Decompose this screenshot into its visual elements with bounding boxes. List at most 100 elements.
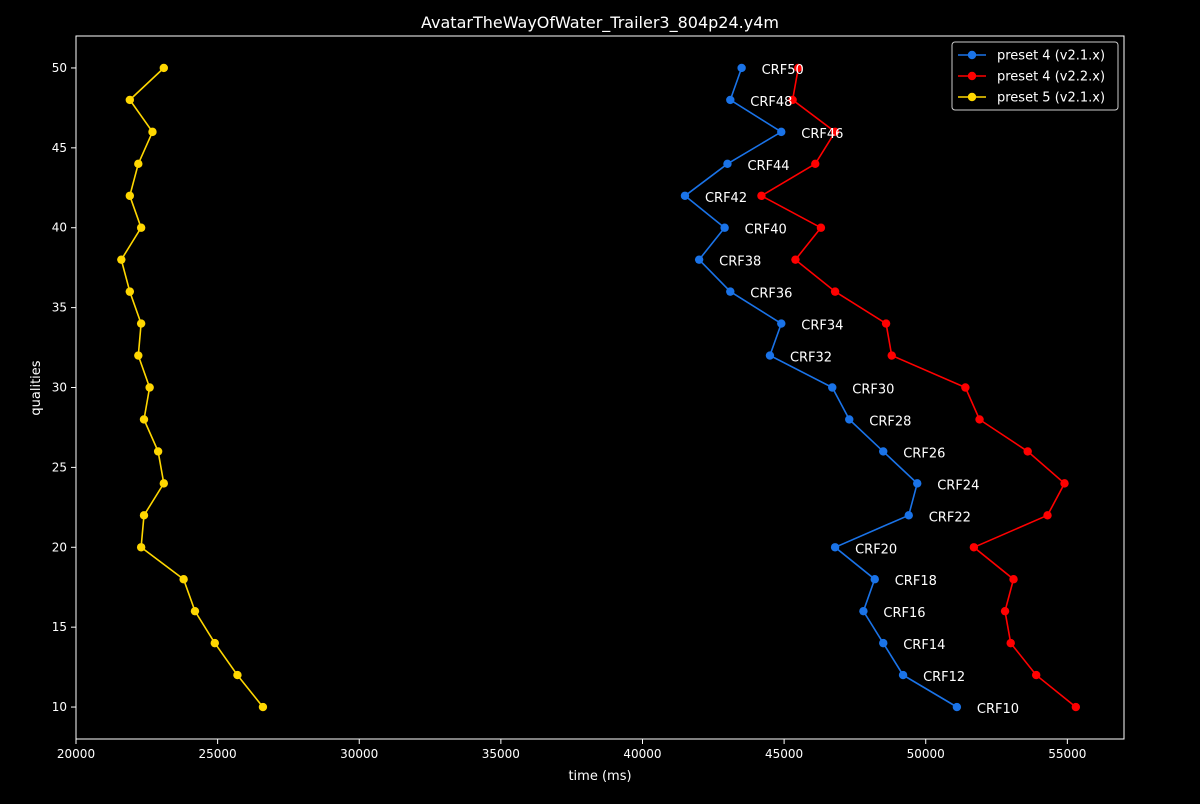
data-point xyxy=(233,670,242,680)
y-tick-label: 50 xyxy=(52,61,67,75)
data-point xyxy=(1000,606,1010,616)
data-point xyxy=(125,191,135,200)
data-point xyxy=(898,670,908,680)
y-tick-label: 30 xyxy=(52,381,67,395)
data-point xyxy=(1006,638,1015,648)
data-point xyxy=(887,351,896,360)
data-point xyxy=(757,191,766,200)
data-point xyxy=(788,95,797,105)
series-3 xyxy=(117,63,268,712)
x-tick-label: 25000 xyxy=(199,747,237,761)
point-label: CRF28 xyxy=(869,414,911,429)
data-point xyxy=(139,511,149,520)
point-label: CRF46 xyxy=(801,127,843,142)
x-tick-label: 55000 xyxy=(1048,747,1086,761)
point-label: CRF10 xyxy=(977,702,1019,717)
y-tick-label: 10 xyxy=(52,700,67,714)
data-point xyxy=(210,638,219,648)
data-point xyxy=(913,479,922,488)
point-label: CRF20 xyxy=(855,542,897,557)
data-point xyxy=(726,95,735,105)
data-point xyxy=(720,223,729,232)
data-point xyxy=(680,191,690,200)
y-tick-label: 20 xyxy=(52,540,67,554)
data-point xyxy=(117,255,126,264)
data-point xyxy=(125,95,135,105)
plot-area xyxy=(75,35,1125,740)
data-point xyxy=(136,319,146,328)
x-tick-label: 35000 xyxy=(482,747,520,761)
data-point xyxy=(136,543,146,552)
point-label: CRF12 xyxy=(923,670,965,685)
data-point xyxy=(830,287,840,296)
point-label: CRF34 xyxy=(801,319,843,334)
data-point xyxy=(726,287,735,296)
data-point xyxy=(737,63,746,73)
data-point xyxy=(153,447,163,456)
data-point xyxy=(136,223,146,232)
data-point xyxy=(159,63,169,73)
data-point xyxy=(1071,702,1081,712)
data-point xyxy=(777,127,786,137)
data-point xyxy=(694,255,704,264)
data-point xyxy=(1043,511,1052,520)
legend-label: preset 4 (v2.2.x) xyxy=(997,70,1105,85)
data-point xyxy=(794,63,803,73)
data-point xyxy=(125,287,135,296)
point-label: CRF16 xyxy=(883,606,925,621)
data-point xyxy=(845,415,854,424)
legend-label: preset 5 (v2.1.x) xyxy=(997,91,1105,106)
y-axis-label: qualities xyxy=(29,360,44,415)
point-label: CRF42 xyxy=(705,191,747,206)
point-label: CRF22 xyxy=(929,510,971,525)
data-point xyxy=(1023,447,1032,456)
y-tick-label: 25 xyxy=(52,460,67,474)
legend: preset 4 (v2.1.x) preset 4 (v2.2.x) preset… xyxy=(951,41,1119,111)
data-point xyxy=(879,447,888,456)
data-point xyxy=(816,223,826,232)
data-point xyxy=(1009,575,1018,584)
series-layer xyxy=(117,63,1081,712)
data-point xyxy=(961,383,970,392)
data-point xyxy=(811,159,820,169)
data-point xyxy=(148,127,157,137)
x-tick-label: 50000 xyxy=(907,747,945,761)
data-point xyxy=(777,319,786,328)
y-axis-ticks: 10 15 20 25 30 35 40 45 50 xyxy=(52,61,76,714)
data-point xyxy=(828,383,837,392)
series-2 xyxy=(757,63,1081,712)
data-point xyxy=(870,575,879,584)
data-point xyxy=(139,415,149,424)
x-tick-label: 45000 xyxy=(765,747,803,761)
point-label: CRF50 xyxy=(762,63,804,78)
x-tick-label: 20000 xyxy=(57,747,95,761)
point-label: CRF40 xyxy=(745,223,787,238)
point-label: CRF38 xyxy=(719,255,761,270)
point-label: CRF44 xyxy=(747,159,789,174)
data-point xyxy=(765,351,775,360)
data-point xyxy=(134,351,143,360)
point-label: CRF18 xyxy=(895,574,937,589)
data-point xyxy=(179,575,188,584)
data-point xyxy=(1060,479,1069,488)
point-labels: CRF50 CRF48 CRF46 CRF44 CRF42 CRF40 CRF38 CRF36… xyxy=(705,63,1019,717)
data-point xyxy=(969,543,979,552)
data-point xyxy=(145,383,154,392)
y-tick-label: 15 xyxy=(52,620,67,634)
data-point xyxy=(975,415,984,424)
data-point xyxy=(952,702,962,712)
data-point xyxy=(723,159,732,169)
legend-label: preset 4 (v2.1.x) xyxy=(997,49,1105,64)
y-tick-label: 35 xyxy=(52,301,67,315)
data-point xyxy=(190,606,200,616)
y-tick-label: 40 xyxy=(52,221,67,235)
data-point xyxy=(258,702,268,712)
x-tick-label: 30000 xyxy=(340,747,378,761)
x-axis-ticks: 20000 25000 30000 35000 40000 45000 50000 55000 xyxy=(57,739,1086,761)
data-point xyxy=(830,127,840,137)
data-point xyxy=(791,255,800,264)
legend-marker xyxy=(967,50,977,60)
point-label: CRF24 xyxy=(937,478,979,493)
